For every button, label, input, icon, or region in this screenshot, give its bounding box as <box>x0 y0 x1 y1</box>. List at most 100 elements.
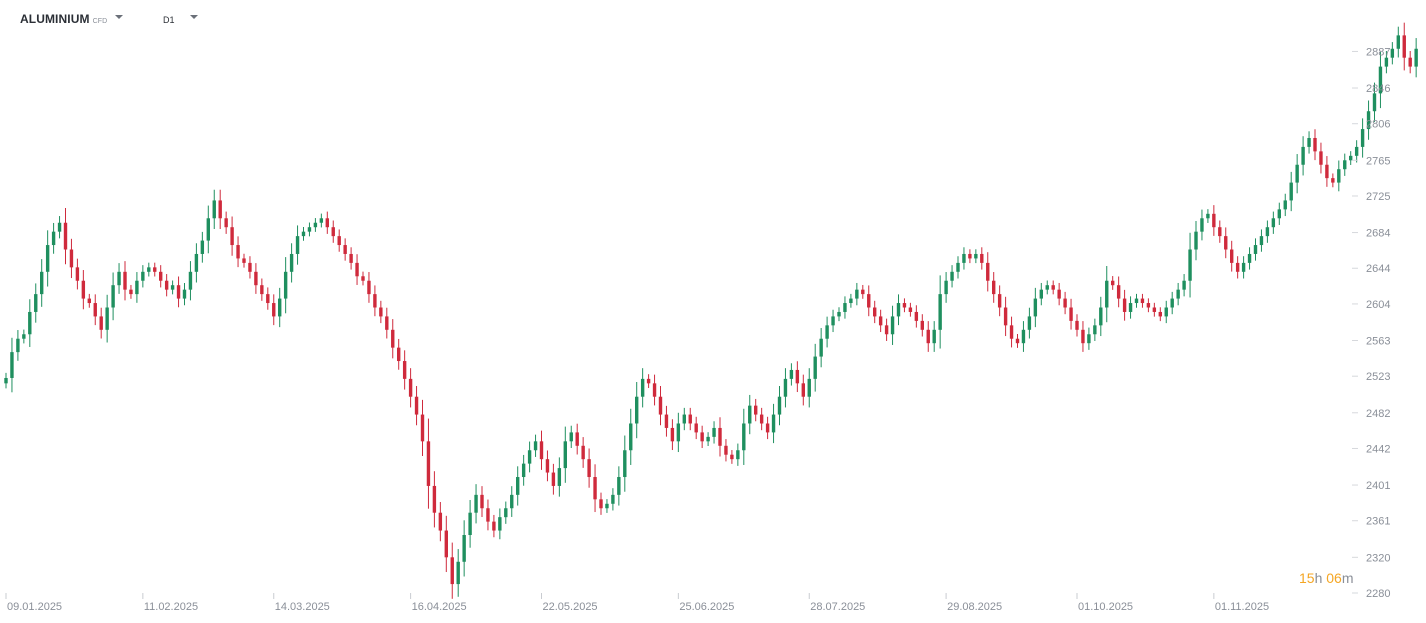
candle-body <box>890 316 895 335</box>
candle <box>992 272 996 303</box>
candle <box>795 361 800 393</box>
candle-body <box>658 396 663 415</box>
candle <box>361 271 365 286</box>
candle-body <box>200 240 205 254</box>
candle-body <box>813 356 817 379</box>
candle <box>349 247 353 270</box>
candle <box>997 285 1002 317</box>
candle <box>510 486 514 517</box>
price-tick-label: 2604 <box>1366 299 1390 311</box>
candle <box>545 450 550 482</box>
candle-body <box>248 262 252 272</box>
candle <box>468 499 472 548</box>
candle <box>301 226 306 241</box>
price-tick-label: 2725 <box>1366 191 1390 203</box>
candle <box>706 432 710 447</box>
candle <box>1134 293 1139 308</box>
candle <box>1015 334 1020 348</box>
candle <box>682 407 686 431</box>
candle <box>902 298 907 313</box>
candle <box>1057 282 1061 306</box>
price-tick-label: 2765 <box>1366 155 1390 167</box>
candle-body <box>1105 280 1109 308</box>
candle <box>1140 293 1145 308</box>
candle-body <box>141 271 145 281</box>
chevron-down-icon[interactable] <box>115 15 123 19</box>
candle-body <box>272 303 276 317</box>
candle <box>694 416 698 440</box>
candle-body <box>920 320 924 330</box>
candle <box>789 363 794 386</box>
candle-body <box>611 494 615 504</box>
candle <box>599 492 603 515</box>
candle-body <box>587 459 591 478</box>
candle-body <box>962 253 966 263</box>
chevron-down-icon[interactable] <box>190 15 198 19</box>
candle <box>884 318 889 341</box>
candle-body <box>492 521 496 531</box>
candle-body <box>81 280 86 299</box>
candle <box>379 300 383 324</box>
candle-body <box>950 271 954 281</box>
candle-body <box>129 289 133 295</box>
candle <box>646 374 651 389</box>
candle-body <box>902 303 907 308</box>
chart-toolbar: ALUMINIUM CFD D1 <box>0 0 1426 36</box>
price-tick-label: 2523 <box>1366 371 1390 383</box>
candle-body <box>640 378 645 397</box>
candle-countdown: 15h 06m <box>1299 570 1354 586</box>
candle <box>819 328 823 368</box>
candle-body <box>408 378 413 397</box>
candle <box>1307 131 1311 154</box>
candle <box>950 265 954 288</box>
candle-body <box>849 298 853 304</box>
candle <box>1319 142 1323 174</box>
candle-body <box>545 459 550 473</box>
candle <box>343 238 347 261</box>
candle <box>1390 42 1395 65</box>
candle <box>16 330 20 361</box>
candle-body <box>765 423 770 433</box>
timeframe-selector[interactable]: D1 <box>163 15 175 25</box>
candle-body <box>1206 213 1210 219</box>
candle-body <box>295 236 300 254</box>
candle-body <box>1390 48 1395 58</box>
candle <box>75 258 80 290</box>
candle-body <box>1128 303 1133 312</box>
candle <box>1027 307 1032 339</box>
time-tick-label: 01.10.2025 <box>1078 601 1133 613</box>
candle <box>194 243 199 283</box>
candle-body <box>664 414 669 428</box>
time-tick-label: 25.06.2025 <box>679 601 734 613</box>
candle <box>450 542 454 599</box>
price-tick-label: 2482 <box>1366 408 1390 420</box>
candle-body <box>1176 289 1180 299</box>
candle <box>57 216 62 239</box>
candle-body <box>254 271 258 286</box>
candle-body <box>908 307 913 312</box>
symbol-selector[interactable]: ALUMINIUM CFD <box>20 12 107 26</box>
candle-body <box>789 369 794 379</box>
candle-body <box>45 245 50 272</box>
candle <box>1241 256 1246 279</box>
candle <box>1122 289 1127 321</box>
candle <box>462 520 466 577</box>
price-tick-label: 2563 <box>1366 336 1390 348</box>
candle <box>456 549 460 597</box>
candle <box>908 302 913 317</box>
candle-body <box>69 249 74 268</box>
candle-body <box>1307 137 1311 147</box>
candle <box>260 278 264 301</box>
candle <box>289 243 294 283</box>
candle-body <box>236 245 240 259</box>
candle <box>1099 296 1103 337</box>
candle-body <box>153 267 157 272</box>
candle <box>337 229 341 252</box>
candle-body <box>676 423 681 442</box>
price-tick-label: 2361 <box>1366 516 1390 528</box>
candle-body <box>266 294 270 304</box>
candle <box>117 263 121 294</box>
candle <box>355 254 359 285</box>
candle <box>1224 227 1228 259</box>
